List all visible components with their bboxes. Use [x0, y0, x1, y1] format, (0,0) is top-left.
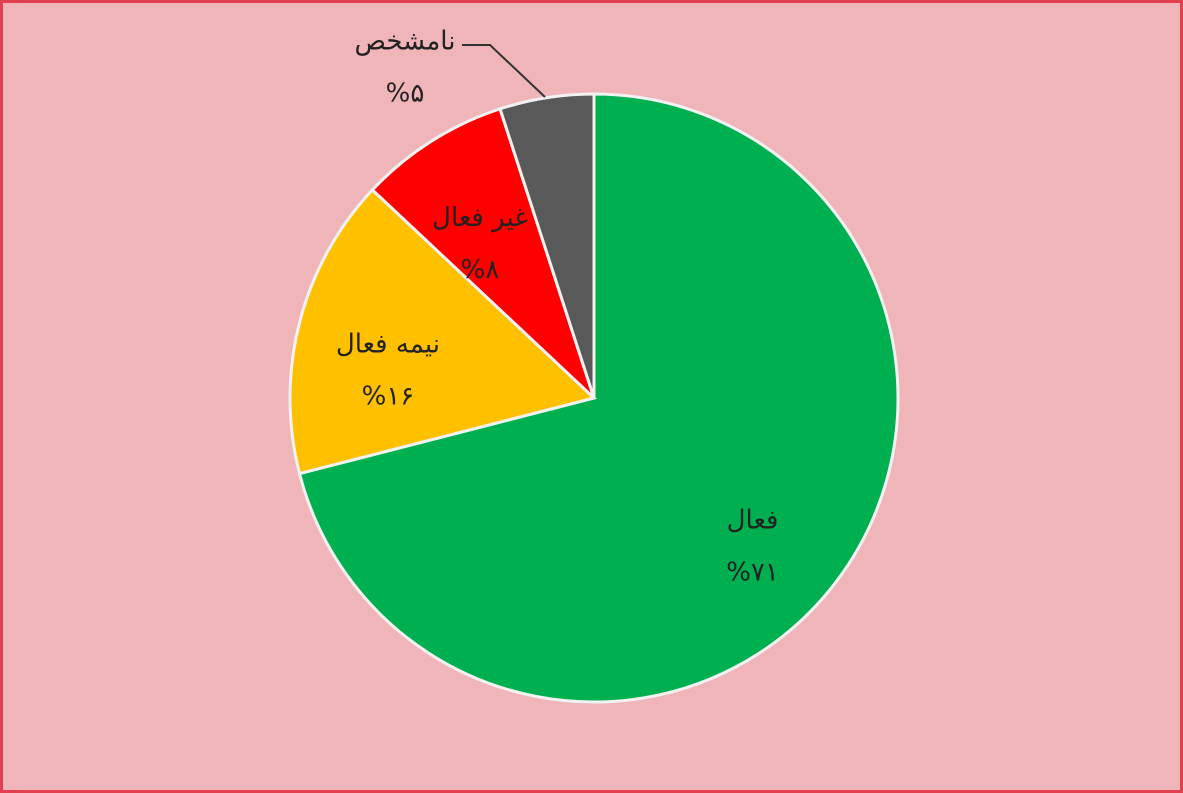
slice-value-label: %۵ — [386, 79, 425, 109]
slice-value-label: %۷۱ — [726, 557, 779, 587]
pie-slice — [370, 106, 596, 400]
pie-slice — [297, 92, 900, 704]
leader-line — [462, 44, 546, 98]
pie-slice — [498, 92, 596, 399]
slice-label: فعال — [727, 505, 779, 535]
slice-label: نامشخص — [355, 27, 456, 57]
slice-label: نیمه فعال — [336, 330, 440, 360]
slice-value-label: %۸ — [461, 255, 500, 285]
slice-label: غیر فعال — [432, 203, 528, 233]
pie — [288, 92, 900, 704]
slice-value-label: %۱۶ — [362, 382, 415, 412]
pie-slice — [288, 187, 598, 476]
